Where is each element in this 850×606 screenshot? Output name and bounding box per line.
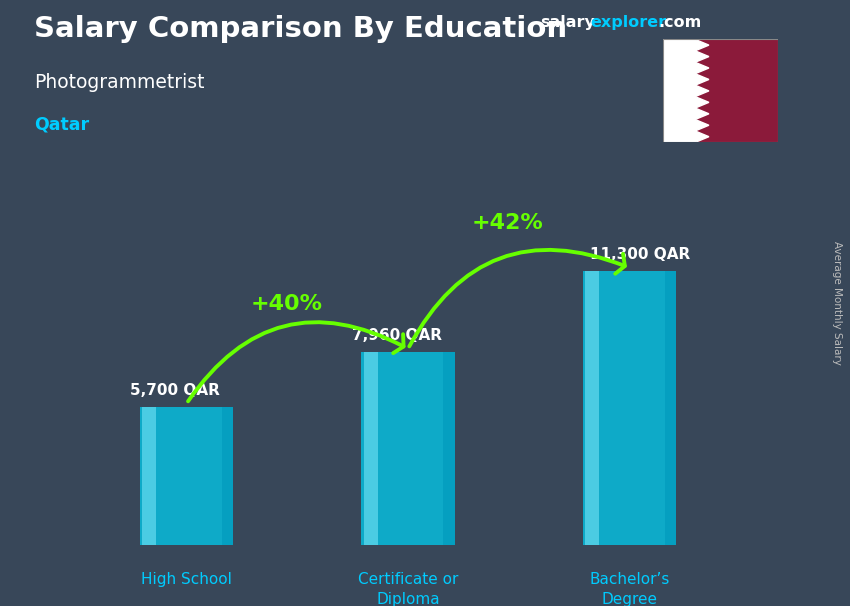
Text: +42%: +42% [472, 213, 543, 233]
Polygon shape [695, 96, 709, 108]
Text: +40%: +40% [250, 294, 322, 314]
Text: Bachelor’s
Degree: Bachelor’s Degree [589, 572, 670, 606]
Bar [361, 353, 455, 545]
Text: salary: salary [540, 15, 595, 30]
Polygon shape [695, 119, 709, 131]
Polygon shape [695, 131, 709, 142]
Polygon shape [695, 85, 709, 96]
Text: High School: High School [141, 572, 232, 587]
Text: Salary Comparison By Education: Salary Comparison By Education [34, 15, 567, 43]
Bar [222, 407, 233, 545]
Bar [583, 271, 676, 545]
Bar [585, 271, 599, 545]
Bar [364, 353, 377, 545]
Polygon shape [695, 74, 709, 85]
Bar [444, 353, 455, 545]
Text: 11,300 QAR: 11,300 QAR [591, 247, 691, 262]
Text: 7,960 QAR: 7,960 QAR [352, 328, 442, 343]
Bar [663, 39, 695, 142]
Text: Average Monthly Salary: Average Monthly Salary [832, 241, 842, 365]
Text: Certificate or
Diploma: Certificate or Diploma [358, 572, 458, 606]
Bar [665, 271, 676, 545]
Bar [140, 407, 233, 545]
Text: Photogrammetrist: Photogrammetrist [34, 73, 205, 92]
Text: Qatar: Qatar [34, 115, 89, 133]
Text: explorer: explorer [591, 15, 667, 30]
Polygon shape [695, 108, 709, 119]
Polygon shape [695, 39, 709, 51]
Polygon shape [695, 62, 709, 74]
Bar [142, 407, 156, 545]
Polygon shape [695, 51, 709, 62]
Text: .com: .com [659, 15, 702, 30]
Text: 5,700 QAR: 5,700 QAR [130, 382, 220, 398]
